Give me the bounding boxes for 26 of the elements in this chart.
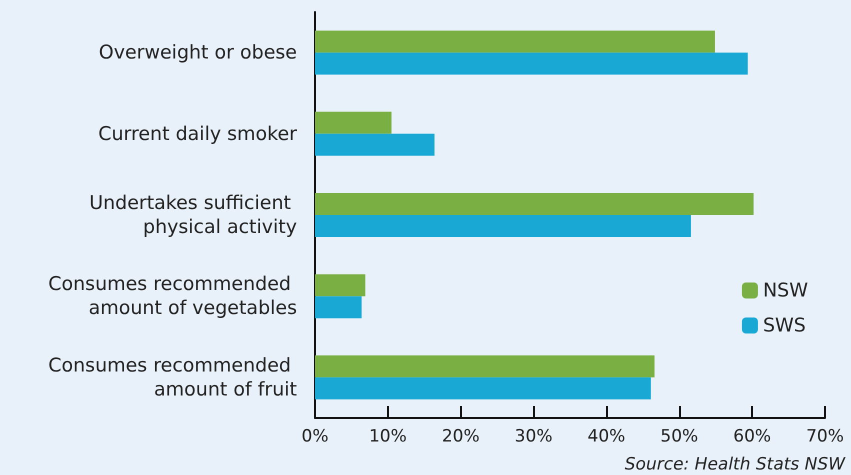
- bar: [315, 112, 392, 134]
- y-tick-label: Consumes recommended amount of fruit: [48, 354, 297, 400]
- x-tick-label: 70%: [806, 426, 844, 446]
- bar: [315, 296, 362, 318]
- legend-label: SWS: [762, 314, 806, 336]
- x-tick-label: 10%: [368, 426, 407, 446]
- x-tick-label: 0%: [302, 426, 328, 446]
- y-tick-label: Undertakes sufficient physical activity: [89, 192, 297, 238]
- y-tick-label: Current daily smoker: [98, 122, 298, 145]
- bar: [315, 52, 748, 75]
- bar: [315, 355, 655, 378]
- bar: [315, 377, 651, 400]
- bar: [315, 134, 434, 156]
- bar: [315, 274, 366, 296]
- x-tick-label: 60%: [733, 426, 772, 446]
- x-tick-label: 30%: [514, 426, 552, 446]
- x-tick-label: 40%: [588, 426, 626, 446]
- y-tick-label: Consumes recommended amount of vegetables: [48, 273, 297, 320]
- x-tick-label: 50%: [660, 426, 698, 446]
- y-tick-label: Overweight or obese: [98, 42, 297, 64]
- source-note: Source: Health Stats NSW: [624, 454, 846, 474]
- bar: [315, 193, 754, 215]
- bar: [315, 30, 715, 53]
- bar: [315, 215, 691, 237]
- x-tick-label: 20%: [442, 426, 480, 446]
- legend-label: NSW: [762, 280, 808, 302]
